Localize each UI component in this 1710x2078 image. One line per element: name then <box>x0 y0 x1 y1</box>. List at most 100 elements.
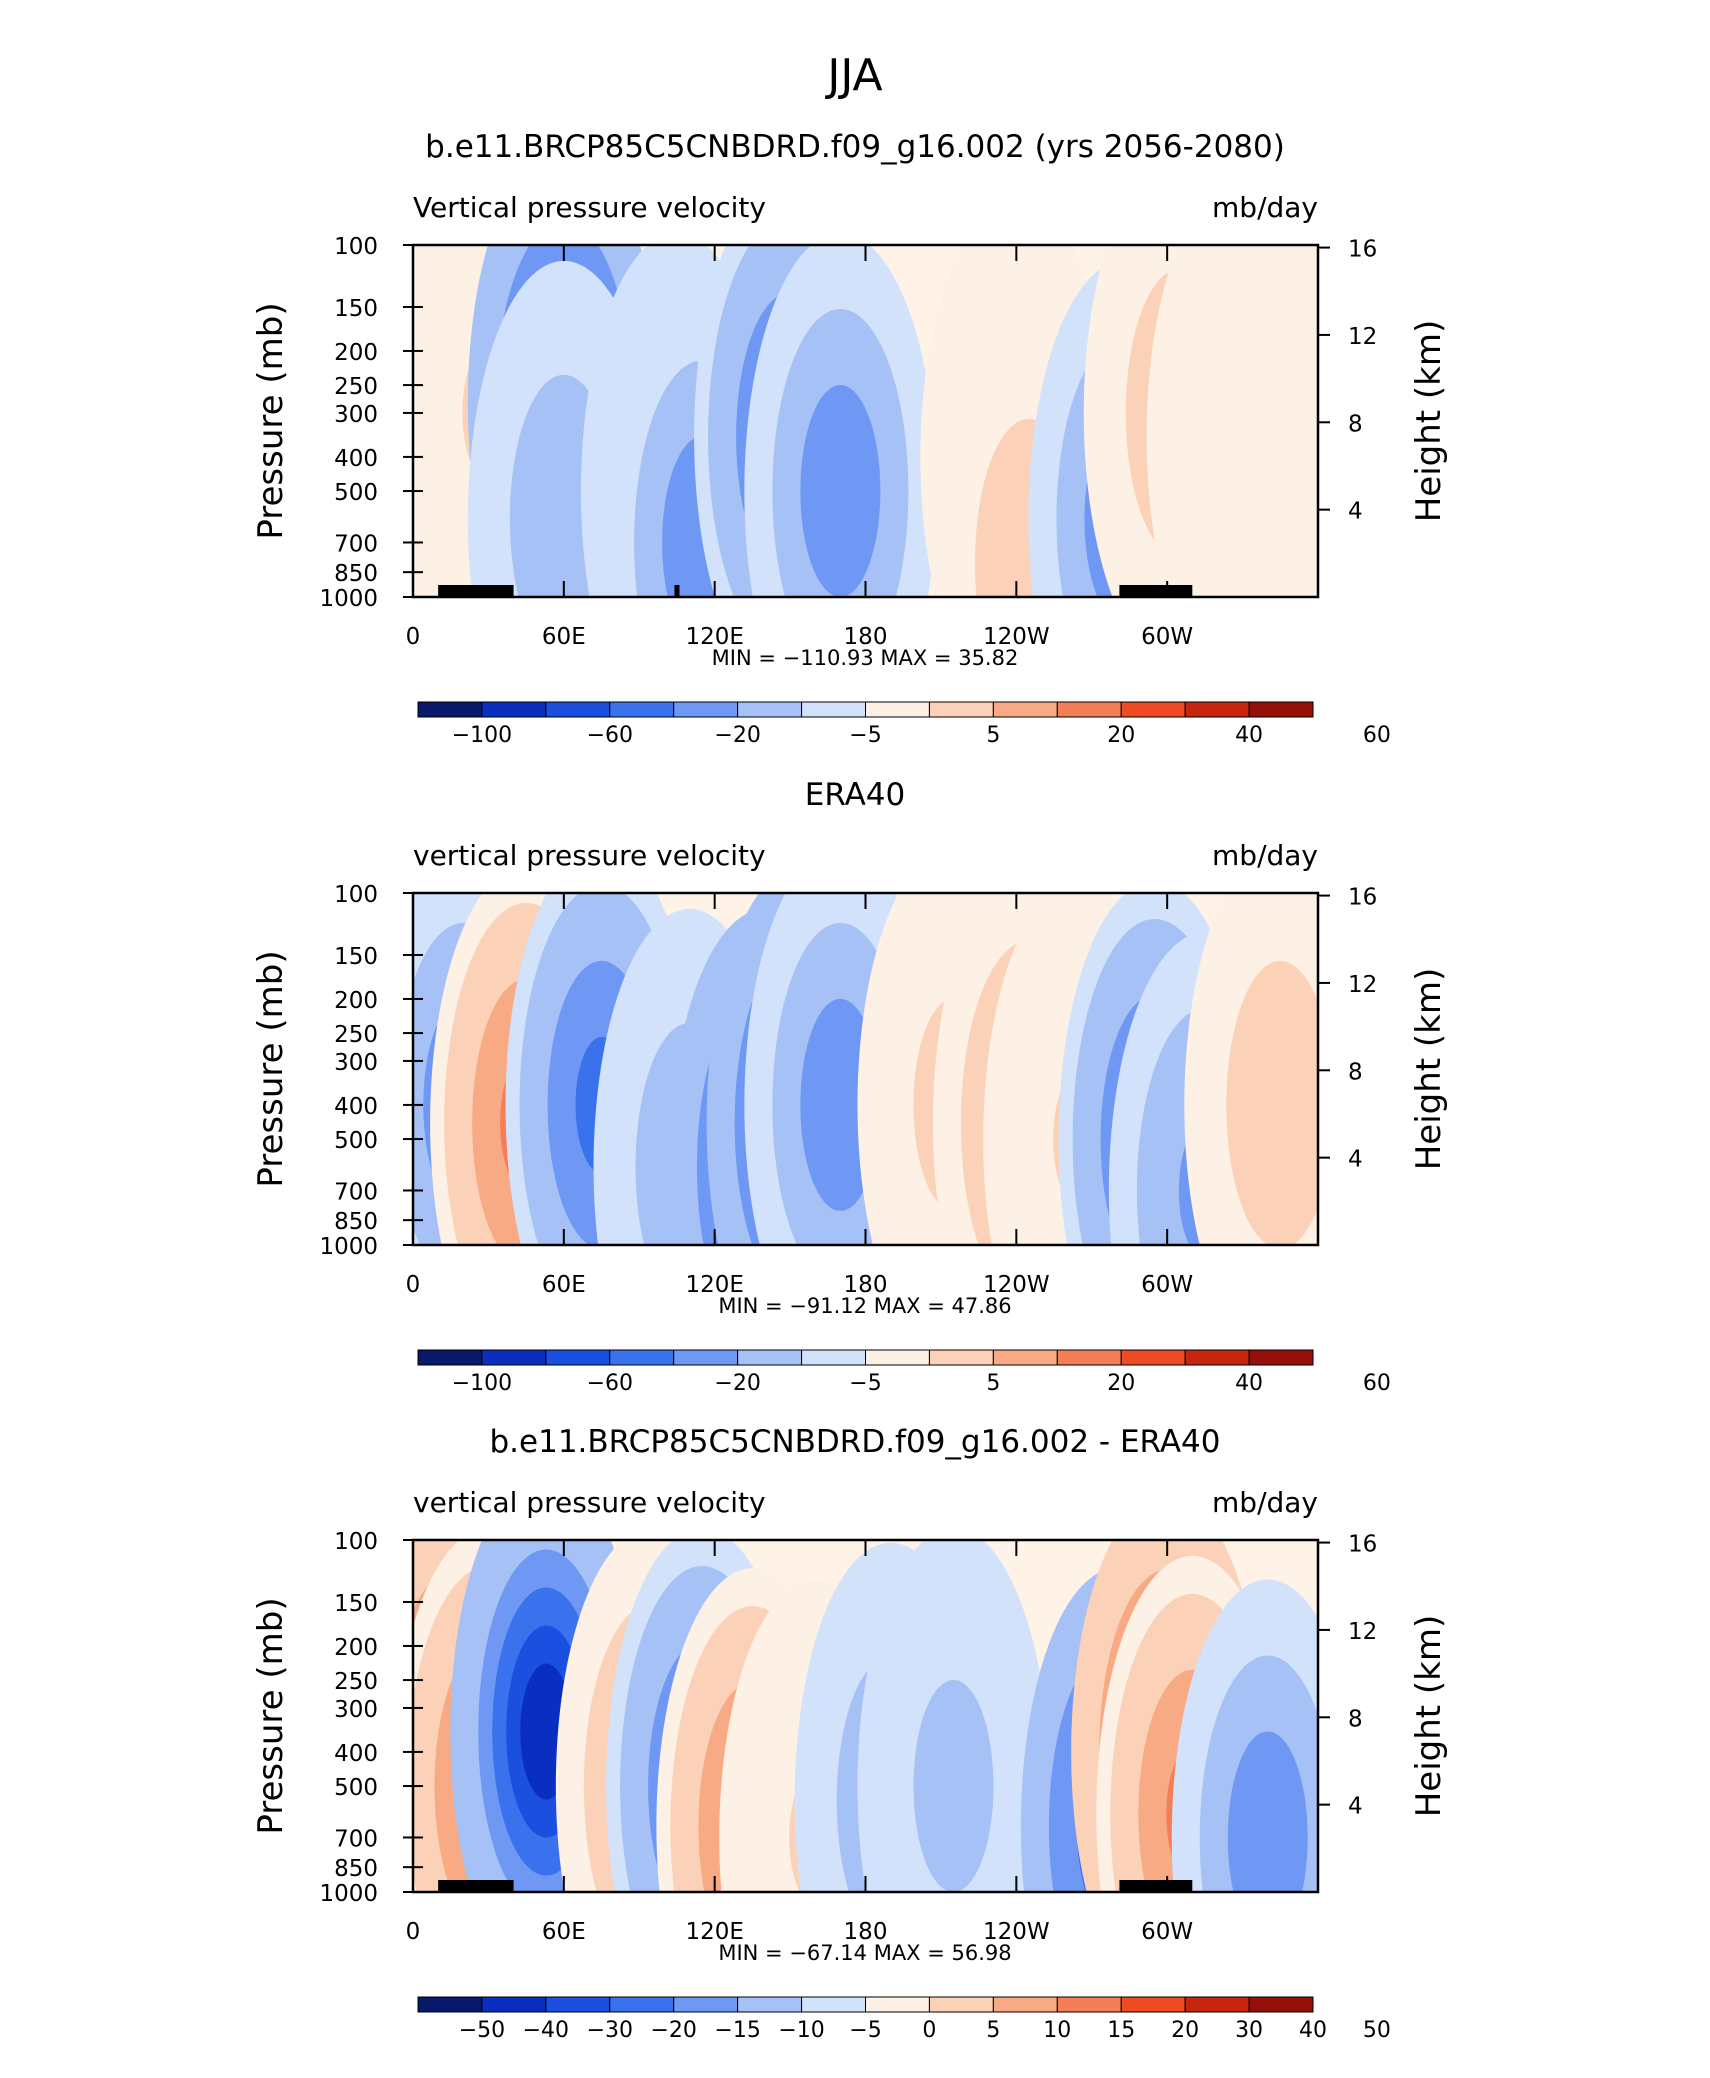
colorbar-label: 5 <box>986 2018 1000 2043</box>
page-title: JJA <box>824 50 882 101</box>
y-axis-label: Pressure (mb) <box>251 302 291 539</box>
y2-tick-label: 16 <box>1348 1532 1377 1558</box>
colorbar-label: 40 <box>1235 1371 1263 1396</box>
y-axis-label: Pressure (mb) <box>251 950 291 1187</box>
colorbar-label: 40 <box>1235 723 1263 748</box>
x-tick-label: 180 <box>844 624 888 650</box>
y2-tick-label: 16 <box>1348 885 1377 911</box>
land-mask <box>1119 585 1193 597</box>
colorbar-label: −50 <box>459 2018 505 2043</box>
y2-tick-label: 8 <box>1348 1059 1363 1085</box>
colorbar-swatch <box>1248 1349 1314 1366</box>
colorbar-swatch <box>1056 1349 1122 1366</box>
land-mask <box>438 585 514 597</box>
x-tick-label: 0 <box>406 1272 421 1298</box>
colorbar-swatch <box>673 701 739 718</box>
colorbar-label: 10 <box>1043 2018 1071 2043</box>
y-tick-label: 500 <box>334 1128 378 1154</box>
colorbar-label: −5 <box>849 1371 881 1396</box>
y-tick-label: 300 <box>334 1050 378 1076</box>
colorbar-label: −100 <box>452 723 512 748</box>
colorbar-swatch <box>992 1349 1058 1366</box>
y2-axis-label: Height (km) <box>1409 968 1449 1171</box>
colorbar-swatch <box>737 701 803 718</box>
y-tick-label: 1000 <box>319 586 378 612</box>
x-tick-label: 120W <box>983 1919 1050 1945</box>
x-tick-label: 180 <box>844 1919 888 1945</box>
land-mask <box>438 1880 514 1892</box>
y-tick-label: 100 <box>334 882 378 908</box>
colorbar-swatch <box>481 1349 547 1366</box>
y2-tick-label: 12 <box>1348 324 1377 350</box>
y-tick-label: 850 <box>334 1209 378 1235</box>
colorbar-swatch <box>928 1996 994 2013</box>
variable-label: Vertical pressure velocity <box>413 191 766 224</box>
colorbar-swatch <box>1056 701 1122 718</box>
colorbar-label: 60 <box>1363 1371 1391 1396</box>
data-contour <box>814 1036 867 1173</box>
colorbar-swatch <box>609 701 675 718</box>
y-tick-label: 200 <box>334 1635 378 1661</box>
y2-tick-label: 4 <box>1348 499 1363 525</box>
colorbar-swatch <box>928 701 994 718</box>
colorbar-label: 20 <box>1107 723 1135 748</box>
y-tick-label: 400 <box>334 1094 378 1120</box>
y-tick-label: 150 <box>334 1591 378 1617</box>
x-tick-label: 60E <box>542 624 586 650</box>
colorbar-swatch <box>992 1996 1058 2013</box>
x-tick-label: 180 <box>844 1272 888 1298</box>
data-field <box>413 893 1318 1245</box>
variable-label: vertical pressure velocity <box>413 1486 766 1519</box>
colorbar-swatch <box>801 1996 866 2013</box>
colorbar-swatch <box>928 1349 994 1366</box>
x-tick-label: 120E <box>685 1272 743 1298</box>
colorbar-swatch <box>801 701 866 718</box>
colorbar-swatch <box>417 1349 483 1366</box>
colorbar-swatch <box>865 701 930 718</box>
colorbar-label: 5 <box>986 1371 1000 1396</box>
min-max-stats: MIN = −91.12 MAX = 47.86 <box>718 1294 1011 1318</box>
panel-title: ERA40 <box>805 777 906 813</box>
data-contour <box>927 1718 980 1855</box>
data-contour <box>1241 1769 1294 1892</box>
x-tick-label: 60E <box>542 1919 586 1945</box>
y-tick-label: 250 <box>334 1022 378 1048</box>
y-tick-label: 200 <box>334 340 378 366</box>
y2-axis-label: Height (km) <box>1409 1615 1449 1818</box>
y-tick-label: 700 <box>334 1179 378 1205</box>
colorbar-swatch <box>481 1996 547 2013</box>
x-tick-label: 120E <box>685 624 743 650</box>
panel-2: ERA40 vertical pressure velocity mb/day 100… <box>251 777 1449 1396</box>
colorbar-swatch <box>417 701 483 718</box>
units-label: mb/day <box>1212 839 1318 872</box>
colorbar-swatch <box>1120 1996 1186 2013</box>
data-field <box>413 1540 1318 1892</box>
data-contour <box>814 423 867 560</box>
y2-tick-label: 4 <box>1348 1794 1363 1820</box>
colorbar-swatch <box>1120 1349 1186 1366</box>
y-tick-label: 1000 <box>319 1881 378 1907</box>
colorbar-swatch <box>1184 1349 1250 1366</box>
colorbar-swatch <box>1056 1996 1122 2013</box>
x-tick-label: 120W <box>983 624 1050 650</box>
y-tick-label: 700 <box>334 1826 378 1852</box>
panel-title: b.e11.BRCP85C5CNBDRD.f09_g16.002 - ERA40 <box>490 1424 1221 1460</box>
land-mask <box>674 585 680 597</box>
units-label: mb/day <box>1212 1486 1318 1519</box>
y-tick-label: 500 <box>334 1775 378 1801</box>
colorbar-swatch <box>545 1349 611 1366</box>
x-tick-label: 60W <box>1141 624 1193 650</box>
colorbar-swatch <box>1184 701 1250 718</box>
x-tick-label: 120W <box>983 1272 1050 1298</box>
y-tick-label: 700 <box>334 531 378 557</box>
y-tick-label: 500 <box>334 480 378 506</box>
y-tick-label: 100 <box>334 234 378 260</box>
y-tick-label: 150 <box>334 296 378 322</box>
colorbar-label: −100 <box>452 1371 512 1396</box>
x-tick-label: 60W <box>1141 1272 1193 1298</box>
colorbar-swatch <box>1120 701 1186 718</box>
data-field <box>413 245 1318 597</box>
colorbar-swatch <box>545 701 611 718</box>
min-max-stats: MIN = −67.14 MAX = 56.98 <box>718 1941 1011 1965</box>
colorbar-swatch <box>737 1349 803 1366</box>
